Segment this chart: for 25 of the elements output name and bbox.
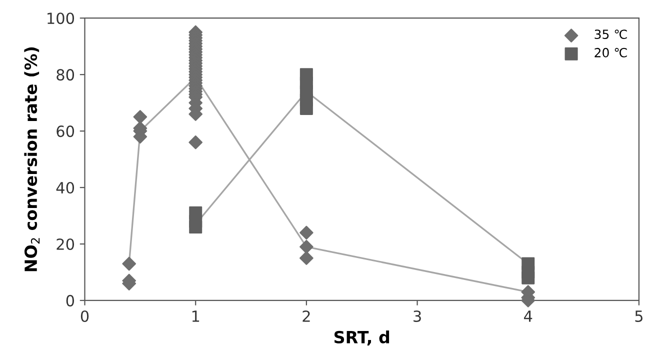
y-tick-label: 40 (56, 182, 74, 194)
x-axis-title: SRT, d (334, 330, 390, 346)
y-tick-label: 0 (66, 294, 74, 306)
point (300, 251, 314, 266)
point (188, 135, 203, 150)
point (133, 110, 148, 124)
point (300, 240, 314, 254)
point (122, 256, 136, 271)
point (300, 226, 314, 240)
y-tick-label: 80 (56, 69, 74, 81)
x-tick-label: 5 (635, 310, 642, 322)
x-tick-label: 0 (80, 310, 89, 322)
y-tick-label: 100 (48, 12, 74, 24)
legend-label: 35 ℃ (594, 30, 627, 40)
x-tick-label: 3 (414, 310, 421, 322)
x-tick-label: 4 (524, 310, 532, 322)
legend-label: 20 ℃ (594, 48, 627, 58)
point (522, 271, 535, 284)
y-axis-title: NO$_{2}$ conversion rate (%) (24, 47, 40, 272)
point (189, 220, 202, 234)
x-tick-label: 1 (192, 310, 200, 322)
point (300, 102, 313, 115)
y-tick-label: 60 (56, 126, 74, 138)
y-tick-label: 20 (56, 238, 74, 250)
x-tick-label: 2 (302, 310, 310, 322)
